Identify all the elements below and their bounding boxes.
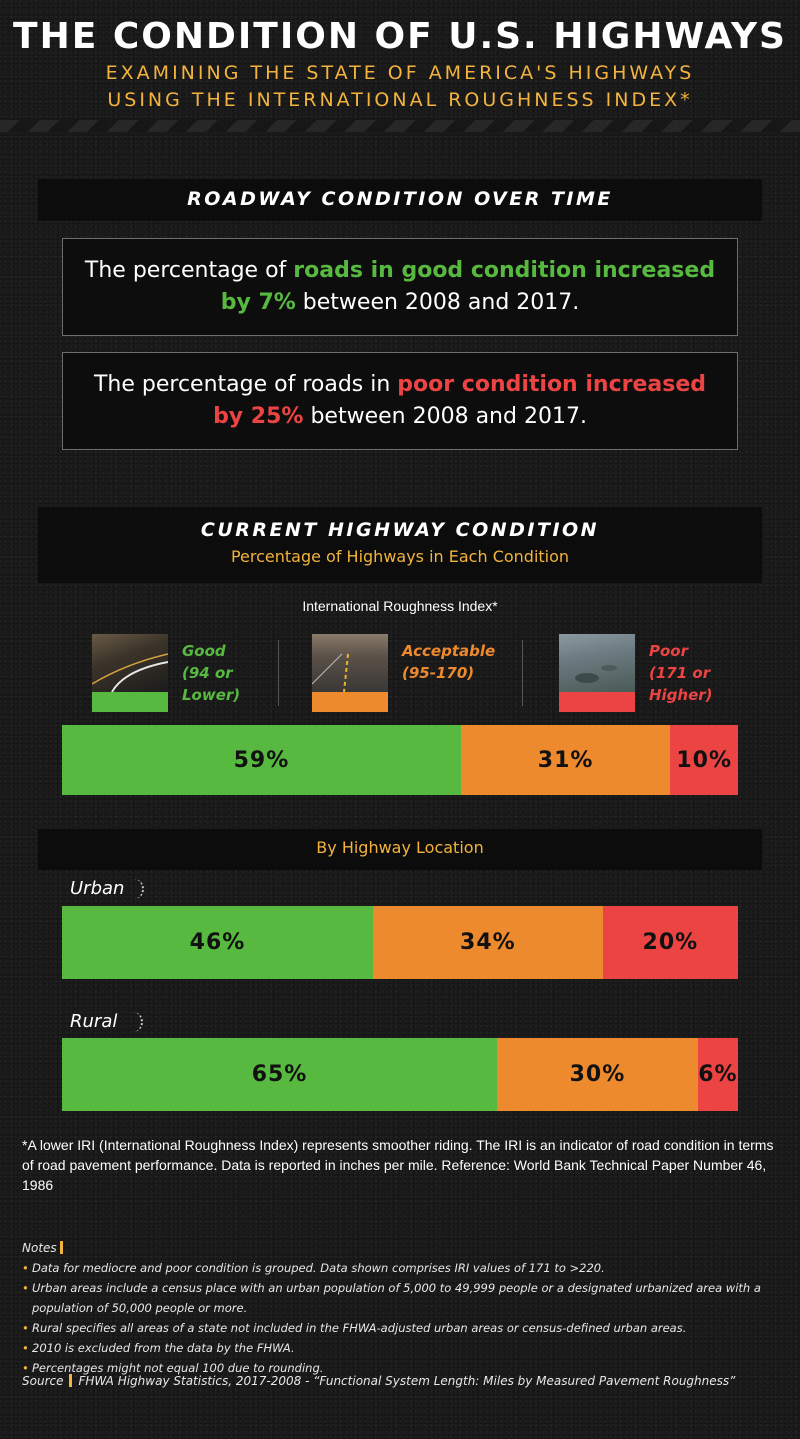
bar-segment-good: 65% [62,1038,498,1111]
legend-divider [522,640,523,706]
bar-segment-label: 31% [537,747,594,773]
urban-dots-icon [134,879,144,899]
source-label: Source [22,1374,64,1388]
bar-segment-label: 20% [642,930,699,955]
footnote: *A lower IRI (International Roughness In… [22,1137,774,1193]
legend-label-acceptable: Acceptable (95-170) [402,642,496,682]
note-item: Percentages might not equal 100 due to r… [22,1358,782,1378]
bar-segment-acceptable: 30% [497,1038,698,1111]
stat-text-good: The percentage of roads in good conditio… [83,255,717,319]
note-item: Rural specifies all areas of a state not… [22,1318,782,1338]
rural-label: Rural [70,1011,118,1032]
bar-segment-label: 10% [676,747,732,773]
source-text: FHWA Highway Statistics, 2017-2008 - “Fu… [78,1374,736,1388]
bar-segment-label: 34% [460,930,516,955]
bar-segment-poor: 10% [670,725,738,795]
page-subtitle-line-2: USING THE INTERNATIONAL ROUGHNESS INDEX* [107,89,693,111]
bar-segment-acceptable: 34% [372,906,603,979]
bar-segment-acceptable: 31% [460,725,671,795]
note-item: Data for mediocre and poor condition is … [22,1258,782,1278]
section-subtitle: Percentage of Highways in Each Condition [230,547,570,566]
stat-suffix: between 2008 and 2017. [295,290,580,315]
section-title: ROADWAY CONDITION OVER TIME [187,188,613,210]
urban-label: Urban [70,878,125,899]
legend-swatch-good [92,692,168,712]
bar-segment-good: 46% [62,906,373,979]
section-title: By Highway Location [316,838,484,857]
notes: Notes Data for mediocre and poor conditi… [22,1238,782,1378]
stat-prefix: The percentage of roads in [93,372,398,397]
legend-swatch-acceptable [312,692,388,712]
rural-condition-bar: 65% 30% 6% [62,1038,738,1111]
bar-segment-label: 30% [569,1062,626,1087]
stat-highlight-good: roads in good condition increased by 7% [220,258,716,315]
stat-prefix: The percentage of [84,258,294,283]
note-item: Urban areas include a census place with … [22,1278,782,1318]
section-header-roadway-condition: ROADWAY CONDITION OVER TIME [38,179,762,221]
section-header-location: By Highway Location [38,829,762,870]
overall-condition-bar: 59% 31% 10% [62,725,738,795]
legend-label-good: Good (94 or Lower) [182,642,241,704]
legend-swatch-poor [559,692,635,712]
section-title: CURRENT HIGHWAY CONDITION [200,519,600,541]
urban-condition-bar: 46% 34% 20% [62,906,738,979]
bar-segment-label: 46% [189,930,246,955]
bar-segment-label: 6% [698,1062,738,1087]
iri-label: International Roughness Index* [302,598,498,614]
road-photo-good [92,634,168,712]
bar-segment-label: 59% [233,747,290,773]
stat-text-poor: The percentage of roads in poor conditio… [83,369,717,433]
rural-dots-icon [133,1012,143,1032]
legend-item-poor: Poor (171 or Higher) [559,634,739,712]
bar-segment-poor: 20% [602,906,738,979]
bar-segment-good: 59% [62,725,461,795]
stat-box-good: The percentage of roads in good conditio… [62,238,738,336]
source: Source FHWA Highway Statistics, 2017-2008… [22,1374,792,1388]
legend-item-acceptable: Acceptable (95-170) [312,634,512,712]
legend-divider [278,640,279,706]
header: THE CONDITION OF U.S. HIGHWAYS EXAMINING… [0,0,800,130]
stat-suffix: between 2008 and 2017. [303,404,587,429]
stat-highlight-poor: poor condition increased by 25% [213,372,707,429]
legend-item-good: Good (94 or Lower) [92,634,272,712]
road-photo-poor [559,634,635,712]
bar-segment-label: 65% [251,1062,308,1087]
note-item: 2010 is excluded from the data by the FH… [22,1338,782,1358]
section-header-current-condition: CURRENT HIGHWAY CONDITION Percentage of … [38,507,762,583]
notes-title: Notes [22,1238,782,1258]
road-photo-acceptable [312,634,388,712]
page-title: THE CONDITION OF U.S. HIGHWAYS [13,16,787,57]
stat-box-poor: The percentage of roads in poor conditio… [62,352,738,450]
page-subtitle-line-1: EXAMINING THE STATE OF AMERICA'S HIGHWAY… [105,62,695,84]
bar-segment-poor: 6% [697,1038,738,1111]
legend-label-poor: Poor (171 or Higher) [649,642,713,704]
road-stripe-divider [0,120,800,132]
